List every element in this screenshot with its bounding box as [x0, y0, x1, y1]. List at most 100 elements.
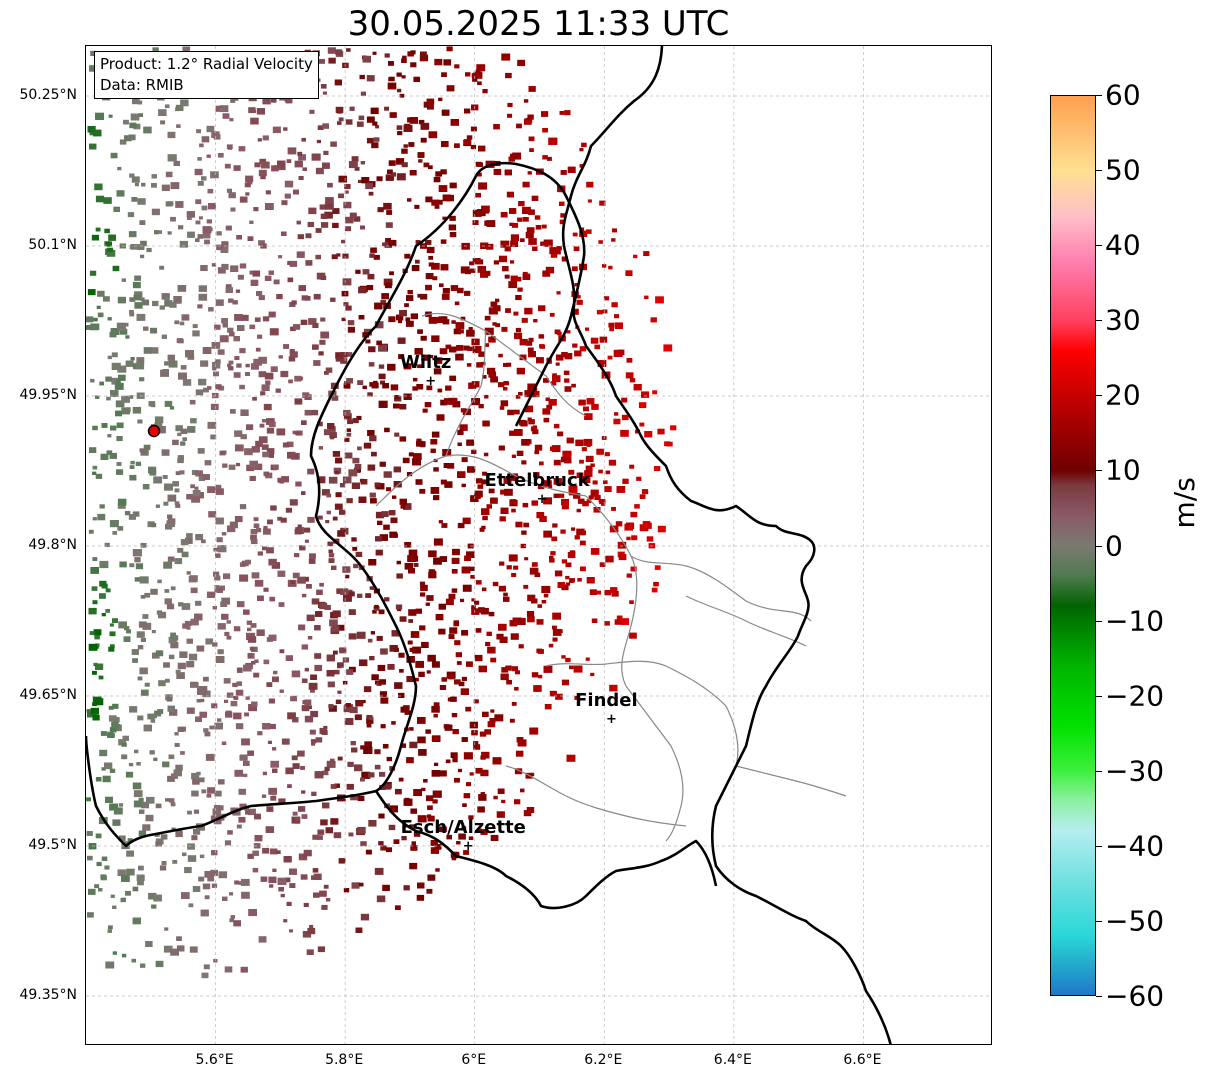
echo-cell: [455, 652, 462, 658]
echo-cell: [427, 654, 436, 662]
echo-cell: [168, 201, 174, 206]
echo-cell: [163, 945, 173, 953]
echo-cell: [347, 419, 353, 425]
echo-cell: [214, 790, 222, 797]
echo-cell: [196, 699, 201, 703]
echo-cell: [208, 307, 214, 312]
echo-cell: [299, 545, 306, 551]
echo-cell: [655, 296, 664, 304]
echo-cell: [388, 160, 396, 166]
echo-cell: [120, 898, 126, 903]
echo-cell: [265, 203, 274, 210]
map-area[interactable]: + + + +: [85, 45, 992, 1045]
echo-cell: [127, 212, 135, 218]
echo-cell: [509, 430, 516, 436]
echo-cell: [446, 834, 452, 840]
echo-cell: [271, 98, 277, 103]
echo-cell: [328, 553, 335, 558]
echo-cell: [360, 161, 365, 165]
echo-cell: [204, 239, 210, 245]
echo-cell: [107, 733, 114, 738]
echo-cell: [144, 682, 150, 687]
echo-cell: [520, 543, 526, 549]
echo-cell: [287, 451, 296, 459]
echo-cell: [138, 830, 147, 837]
velocity-colorbar: [1050, 95, 1096, 996]
echo-cell: [289, 349, 295, 354]
echo-cell: [201, 789, 207, 794]
echo-cell: [500, 489, 507, 495]
echo-cell: [396, 314, 404, 321]
echo-cell: [310, 739, 317, 744]
echo-cell: [199, 854, 205, 859]
echo-cell: [442, 288, 450, 294]
echo-cell: [365, 849, 372, 855]
echo-cell: [602, 309, 608, 314]
echo-cell: [522, 206, 531, 214]
echo-cell: [219, 450, 226, 456]
echo-cell: [503, 477, 512, 484]
echo-cell: [292, 763, 300, 769]
echo-cell: [207, 486, 216, 493]
echo-cell: [181, 892, 190, 899]
echo-cell: [609, 684, 618, 692]
echo-cell: [580, 530, 586, 535]
echo-cell: [193, 809, 200, 814]
echo-cell: [598, 240, 603, 244]
echo-cell: [123, 322, 129, 327]
echo-cell: [308, 558, 316, 564]
echo-cell: [538, 649, 544, 654]
echo-cell: [402, 457, 410, 464]
echo-cell: [347, 761, 354, 767]
echo-cell: [167, 514, 173, 519]
echo-cell: [602, 264, 607, 268]
echo-cell: [426, 385, 433, 391]
echo-cell: [219, 335, 229, 343]
echo-cell: [355, 551, 363, 557]
echo-cell: [450, 119, 459, 126]
echo-cell: [240, 434, 247, 440]
echo-cell: [319, 204, 327, 210]
echo-cell: [351, 882, 360, 889]
echo-cell: [547, 360, 552, 364]
echo-cell: [92, 670, 97, 675]
echo-cell: [342, 657, 350, 663]
echo-cell: [431, 199, 439, 206]
echo-cell: [118, 803, 124, 807]
echo-cell: [167, 775, 175, 782]
echo-cell: [406, 472, 413, 477]
echo-cell: [397, 131, 403, 136]
echo-cell: [573, 493, 581, 499]
echo-cell: [552, 628, 562, 636]
echo-cell: [451, 320, 456, 324]
echo-cell: [359, 74, 365, 80]
echo-cell: [94, 635, 100, 640]
echo-cell: [346, 48, 351, 52]
echo-cell: [620, 429, 629, 437]
echo-cell: [234, 314, 243, 321]
echo-cell: [374, 321, 384, 329]
echo-cell: [462, 517, 471, 525]
echo-cell: [484, 315, 491, 321]
echo-cell: [168, 754, 175, 760]
echo-cell: [629, 464, 635, 469]
echo-cell: [457, 471, 466, 478]
echo-cell: [344, 190, 349, 194]
echo-cell: [444, 481, 453, 488]
echo-cell: [493, 168, 502, 175]
echo-cell: [456, 287, 464, 294]
echo-cell: [258, 240, 265, 246]
echo-cell: [310, 710, 319, 718]
echo-cell: [202, 883, 211, 890]
echo-cell: [235, 444, 244, 452]
echo-cell: [128, 231, 137, 238]
echo-cell: [354, 166, 360, 171]
echo-cell: [490, 301, 498, 307]
echo-cell: [471, 338, 480, 346]
echo-cell: [323, 725, 328, 730]
echo-cell: [413, 563, 419, 567]
echo-cell: [494, 714, 504, 722]
echo-cell: [169, 406, 175, 410]
echo-cell: [177, 726, 185, 732]
echo-cell: [448, 224, 457, 231]
